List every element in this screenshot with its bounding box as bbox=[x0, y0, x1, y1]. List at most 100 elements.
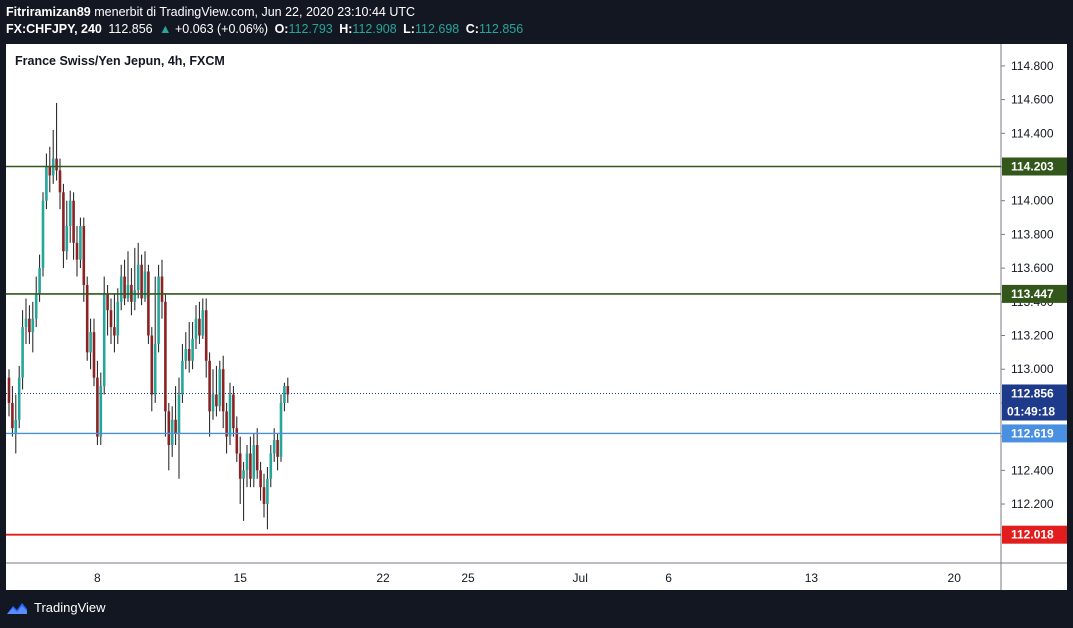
candle-body-bearish bbox=[92, 332, 96, 378]
candle-body-bearish bbox=[276, 439, 279, 457]
candle-body-bullish bbox=[245, 453, 249, 471]
horizontal-level-tag bbox=[1002, 284, 1067, 303]
horizontal-level-tag bbox=[1002, 525, 1067, 544]
candle-body-bullish bbox=[14, 419, 18, 434]
candle-body-bullish bbox=[68, 200, 72, 226]
candle-body-bearish bbox=[140, 264, 143, 299]
published-text: menerbit di TradingView.com, Jun 22, 202… bbox=[94, 5, 416, 19]
change-up-icon: ▲ bbox=[159, 22, 172, 36]
candle-body-bullish bbox=[279, 402, 283, 457]
y-tick-label: 113.200 bbox=[1011, 329, 1054, 343]
candle-body-bearish bbox=[113, 327, 116, 336]
low-value: 112.698 bbox=[414, 22, 460, 36]
y-tick-label: 113.000 bbox=[1011, 362, 1054, 376]
candle-body-bullish bbox=[184, 348, 188, 361]
candle-body-bullish bbox=[17, 377, 21, 420]
x-tick-label: 25 bbox=[461, 571, 475, 585]
candle-body-bearish bbox=[187, 348, 191, 361]
low-label: L: bbox=[403, 22, 415, 36]
horizontal-level-label: 113.447 bbox=[1011, 287, 1054, 301]
candle-body-bullish bbox=[211, 394, 215, 412]
y-tick-label: 114.000 bbox=[1011, 194, 1054, 208]
horizontal-level-tag bbox=[1002, 157, 1067, 176]
candle-body-bearish bbox=[167, 411, 171, 446]
candle-body-bullish bbox=[133, 290, 137, 302]
candle-body-bearish bbox=[198, 318, 201, 336]
y-tick-label: 113.800 bbox=[1011, 227, 1054, 241]
candle-body-bearish bbox=[85, 284, 89, 353]
candle-body-bearish bbox=[11, 402, 14, 429]
candle-body-bullish bbox=[41, 200, 45, 269]
candle-body-bullish bbox=[228, 394, 232, 437]
price-axis[interactable] bbox=[1001, 44, 1067, 590]
y-tick-label: 112.200 bbox=[1011, 497, 1054, 511]
y-tick-label: 113.600 bbox=[1011, 261, 1054, 275]
candle-body-bearish bbox=[58, 170, 62, 193]
plot-pane[interactable] bbox=[6, 44, 1001, 590]
candle-body-bearish bbox=[48, 167, 52, 176]
candle-body-bullish bbox=[283, 386, 286, 403]
horizontal-levels[interactable]: 114.203 113.447 112.619 112.018 112.856 01:49… bbox=[6, 157, 1067, 544]
candle-body-bullish bbox=[119, 276, 123, 302]
candle-body-bearish bbox=[208, 360, 211, 412]
candle-body-bearish bbox=[259, 470, 262, 488]
x-tick-label: 15 bbox=[234, 571, 248, 585]
x-tick-label: 13 bbox=[805, 571, 819, 585]
close-value: 112.856 bbox=[478, 22, 524, 36]
candle-body-bearish bbox=[28, 318, 31, 333]
candle-body-bullish bbox=[242, 470, 245, 479]
footer: TradingView bbox=[6, 600, 106, 615]
y-tick-label: 112.400 bbox=[1011, 463, 1054, 477]
candle-body-bearish bbox=[123, 276, 126, 299]
candle-body-bullish bbox=[170, 419, 174, 446]
candle-body-bearish bbox=[147, 271, 150, 336]
candle-body-bullish bbox=[272, 439, 276, 454]
candlestick-series bbox=[7, 102, 290, 530]
x-tick-label: 22 bbox=[376, 571, 390, 585]
candle-body-bearish bbox=[286, 386, 290, 395]
chart-header: Fitriramizan89 menerbit di TradingView.c… bbox=[6, 4, 526, 38]
candle-body-bullish bbox=[157, 276, 160, 344]
candle-body-bullish bbox=[34, 293, 38, 319]
tradingview-logo-icon[interactable] bbox=[6, 601, 28, 615]
candle-body-bullish bbox=[252, 445, 256, 479]
x-tick-label: 8 bbox=[94, 571, 101, 585]
candle-body-bearish bbox=[72, 200, 75, 243]
candle-body-bullish bbox=[31, 318, 35, 333]
ohlc-line: FX:CHFJPY, 240 112.856 ▲ +0.063 (+0.06%)… bbox=[6, 21, 526, 38]
candle-body-bullish bbox=[79, 225, 82, 260]
price-change: +0.063 (+0.06%) bbox=[174, 22, 269, 36]
x-tick-label: 6 bbox=[665, 571, 672, 585]
candle-body-bearish bbox=[164, 301, 167, 412]
candle-body-bearish bbox=[75, 242, 79, 260]
bar-countdown-label: 01:49:18 bbox=[1007, 404, 1055, 418]
chart-title: France Swiss/Yen Jepun, 4h, FXCM bbox=[15, 54, 225, 68]
candle-body-bullish bbox=[45, 167, 48, 201]
current-price-tag bbox=[1002, 384, 1067, 421]
high-label: H: bbox=[339, 22, 353, 36]
y-tick-label: 114.600 bbox=[1011, 93, 1054, 107]
candle-body-bearish bbox=[204, 310, 208, 361]
open-label: O: bbox=[274, 22, 289, 36]
candle-body-bullish bbox=[99, 386, 103, 437]
y-tick-label: 114.400 bbox=[1011, 126, 1054, 140]
candle-body-bullish bbox=[65, 225, 69, 252]
candle-body-bullish bbox=[21, 327, 24, 378]
author-name[interactable]: Fitriramizan89 bbox=[6, 5, 91, 19]
candle-body-bullish bbox=[191, 338, 194, 361]
candle-body-bearish bbox=[96, 377, 99, 437]
candle-body-bearish bbox=[232, 394, 235, 429]
candle-body-bearish bbox=[82, 225, 86, 285]
candle-body-bullish bbox=[24, 318, 28, 328]
candle-body-bullish bbox=[136, 264, 140, 291]
footer-brand[interactable]: TradingView bbox=[34, 600, 106, 615]
publish-line: Fitriramizan89 menerbit di TradingView.c… bbox=[6, 4, 526, 21]
x-tick-label: 20 bbox=[948, 571, 962, 585]
symbol-label[interactable]: FX:CHFJPY, 240 bbox=[6, 22, 102, 36]
candle-body-bullish bbox=[153, 343, 157, 395]
x-tick-labels: 8 15 22 25 Jul 6 13 20 bbox=[94, 571, 961, 585]
candle-body-bullish bbox=[126, 284, 130, 299]
horizontal-level-label: 114.203 bbox=[1011, 160, 1054, 174]
candle-body-bearish bbox=[109, 310, 113, 328]
